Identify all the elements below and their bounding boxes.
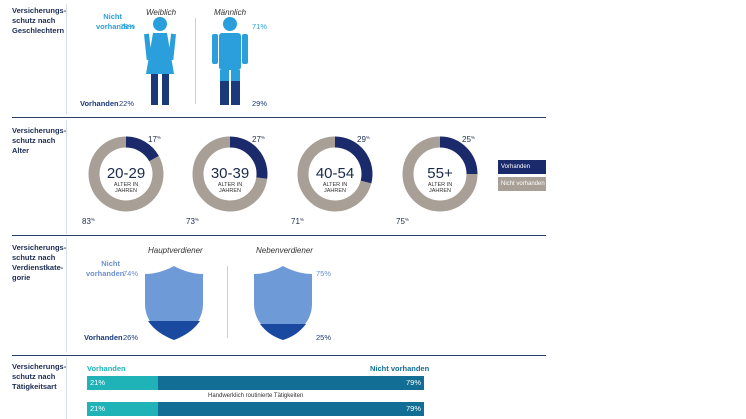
donut-age-label: 20-29: [107, 165, 145, 182]
neben-nicht-value: 75%: [316, 269, 332, 278]
activity-bar-nicht-vorhanden: [157, 376, 424, 390]
hauptverdiener-label: Hauptverdiener: [148, 246, 203, 255]
haupt-nicht-value: 74%: [123, 269, 139, 278]
donut-slice-vorhanden: [229, 136, 268, 179]
gender-divider: [195, 18, 196, 104]
female-figure-icon: [144, 17, 176, 105]
activity-bar-vorhanden: [87, 376, 158, 390]
donut-vorhanden-value: 17%: [148, 135, 161, 144]
activity-value-nicht-vorhanden: 79%: [405, 404, 421, 413]
donut-age-label: 40-54: [316, 165, 354, 182]
donut-slice-nicht-vorhanden: [297, 136, 372, 212]
male-vorh-value: 29%: [252, 99, 268, 108]
male-nicht-value: 71%: [252, 22, 268, 31]
donut-vorhanden-value: 27%: [252, 135, 265, 144]
donut-nicht-value: 73%: [186, 217, 199, 226]
donut-sub-label: ALTER IN: [218, 182, 242, 188]
section-divider: [66, 358, 67, 419]
haupt-nicht-label: Nicht vorhanden: [86, 259, 125, 278]
female-label: Weiblich: [146, 8, 177, 17]
section-divider: [66, 238, 67, 352]
donut-slice-nicht-vorhanden: [192, 136, 268, 212]
earner-divider: [227, 266, 228, 338]
activity-value-vorhanden: 21%: [90, 378, 106, 387]
activity-bar-row: 21% 79%: [87, 376, 424, 390]
male-label: Männlich: [214, 8, 247, 17]
female-nicht-value: 78%: [120, 22, 136, 31]
donut-slice-vorhanden: [439, 136, 478, 175]
female-vorh-value: 22%: [119, 99, 135, 108]
activity-nicht-header: Nicht vorhanden: [370, 364, 430, 373]
donut-vorhanden-value: 29%: [357, 135, 370, 144]
activity-bar-row: 21% 79%: [87, 402, 424, 416]
activity-value-vorhanden: 21%: [90, 404, 106, 413]
nebenverdiener-label: Nebenverdiener: [256, 246, 313, 255]
donut-sub-label: ALTER IN: [428, 182, 452, 188]
donut-age-label: 30-39: [211, 165, 249, 182]
section-title-earner: Versicherungs- schutz nach Verdienstkate…: [12, 243, 67, 282]
section-divider: [66, 120, 67, 234]
donut-sub-label: JAHREN: [429, 188, 451, 194]
donut-vorhanden-value: 25%: [462, 135, 475, 144]
section-title-age: Versicherungs- schutz nach Alter: [12, 126, 67, 155]
donut-sub-label: JAHREN: [324, 188, 346, 194]
activity-value-nicht-vorhanden: 79%: [405, 378, 421, 387]
section-separator: [12, 235, 546, 236]
donut-nicht-value: 71%: [291, 217, 304, 226]
donut-slice-vorhanden: [125, 136, 159, 162]
legend-vorhanden: Vorhanden: [498, 160, 546, 174]
donut-slice-vorhanden: [334, 136, 373, 184]
section-title-gender: Versicherungs- schutz nach Geschlechtern: [12, 6, 67, 35]
section-title-activity: Versicherungs- schutz nach Tätigkeitsart: [12, 362, 67, 391]
haupt-vorh-value: 26%: [123, 333, 139, 342]
legend-nicht-vorhanden: Nicht vorhanden: [498, 177, 546, 191]
haupt-vorh-label: Vorhanden: [84, 333, 123, 342]
donut-sub-label: JAHREN: [115, 188, 137, 194]
activity-row1-caption: Handwerklich routinierte Tätigkeiten: [208, 393, 304, 399]
female-nicht-label: Nicht vorhanden: [96, 12, 135, 31]
activity-vorhanden-header: Vorhanden: [87, 364, 126, 373]
donut-sub-label: JAHREN: [219, 188, 241, 194]
section-divider: [66, 4, 67, 114]
donut-slice-nicht-vorhanden: [402, 136, 478, 212]
donut-nicht-value: 83%: [82, 217, 95, 226]
donut-nicht-value: 75%: [396, 217, 409, 226]
nebenverdiener-shield-icon: [254, 266, 312, 340]
section-separator: [12, 355, 546, 356]
female-vorh-label: Vorhanden: [80, 99, 119, 108]
donut-age-label: 55+: [427, 165, 453, 182]
donut-sub-label: ALTER IN: [323, 182, 347, 188]
activity-bar-nicht-vorhanden: [157, 402, 424, 416]
section-separator: [12, 117, 546, 118]
male-figure-icon: [212, 17, 248, 105]
donut-sub-label: ALTER IN: [114, 182, 138, 188]
donut-slice-nicht-vorhanden: [88, 136, 164, 212]
activity-bar-vorhanden: [87, 402, 158, 416]
hauptverdiener-shield-icon: [145, 266, 203, 340]
neben-vorh-value: 25%: [316, 333, 332, 342]
